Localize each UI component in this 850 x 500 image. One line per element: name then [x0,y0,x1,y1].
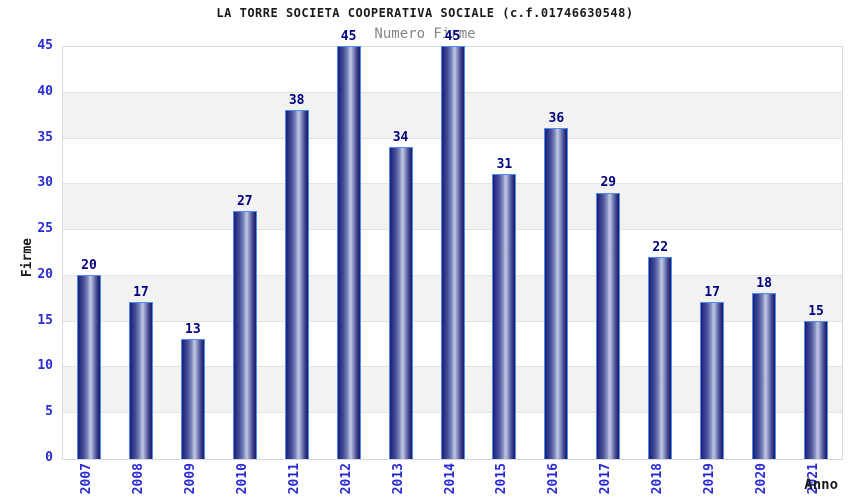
bar-2015 [492,174,517,459]
bar-2018 [648,256,673,459]
y-tick-label: 35 [37,129,53,145]
bar-value-label: 31 [496,157,513,173]
x-tick-label: 2016 [546,463,562,495]
bar-value-label: 34 [392,129,409,145]
x-tick-label: 2019 [702,463,718,495]
bar-2021 [804,320,829,459]
bar-value-label: 22 [652,239,669,255]
x-tick-label: 2018 [650,463,666,495]
bar-value-label: 20 [81,257,97,273]
bar-value-label: 45 [340,29,357,44]
bar-2017 [596,192,621,459]
bar-2008 [128,302,153,459]
bar-value-label: 15 [808,303,824,319]
y-tick-label: 40 [37,83,53,99]
y-tick-label: 25 [37,221,53,237]
x-tick-label: 2010 [234,463,250,495]
x-tick-label: 2011 [286,463,302,495]
y-tick-label: 5 [45,404,53,420]
bar-value-label: 13 [185,321,201,337]
bar-2019 [700,302,725,459]
bar-value-label: 18 [756,276,772,292]
x-tick-label: 2012 [338,463,354,495]
bar-value-label: 38 [288,93,305,109]
bar-2012 [336,46,361,459]
x-axis-label: Anno [804,477,838,493]
y-tick-label: 15 [37,312,53,328]
bar-2016 [544,128,569,459]
x-tick-label: 2007 [78,463,94,495]
bar-value-label: 27 [236,193,253,209]
bar-value-label: 17 [133,285,149,301]
x-tick-label: 2017 [598,463,614,495]
y-tick-label: 10 [37,358,53,374]
plot-area: 20 17 13 27 38 45 34 45 31 36 29 22 17 18 15 [62,29,843,460]
bar-2013 [388,146,413,459]
bar-2009 [180,338,205,459]
bar-2007 [76,274,101,459]
x-tick-label: 2009 [182,463,198,495]
bar-value-label: 17 [704,285,720,301]
x-tick-label: 2008 [130,463,146,495]
bar-2010 [232,210,257,459]
bar-value-label: 29 [600,175,617,191]
x-tick-label: 2020 [754,463,770,495]
x-tick-label: 2014 [442,463,458,495]
y-tick-label: 30 [37,175,53,191]
bar-2020 [752,293,777,459]
chart-subtitle: Numero Firme [374,26,476,42]
x-tick-label: 2013 [390,463,406,495]
y-axis-label: Firme [20,238,35,278]
chart-title: LA TORRE SOCIETA COOPERATIVA SOCIALE (c.… [216,6,634,20]
x-tick-label: 2015 [494,463,510,495]
y-tick-label: 0 [45,450,53,465]
y-tick-label: 45 [37,38,53,53]
bar-value-label: 45 [444,29,461,44]
bar-2011 [284,110,309,459]
bar-2014 [440,46,465,459]
bar-value-label: 36 [548,111,565,127]
y-tick-label: 20 [37,266,53,282]
